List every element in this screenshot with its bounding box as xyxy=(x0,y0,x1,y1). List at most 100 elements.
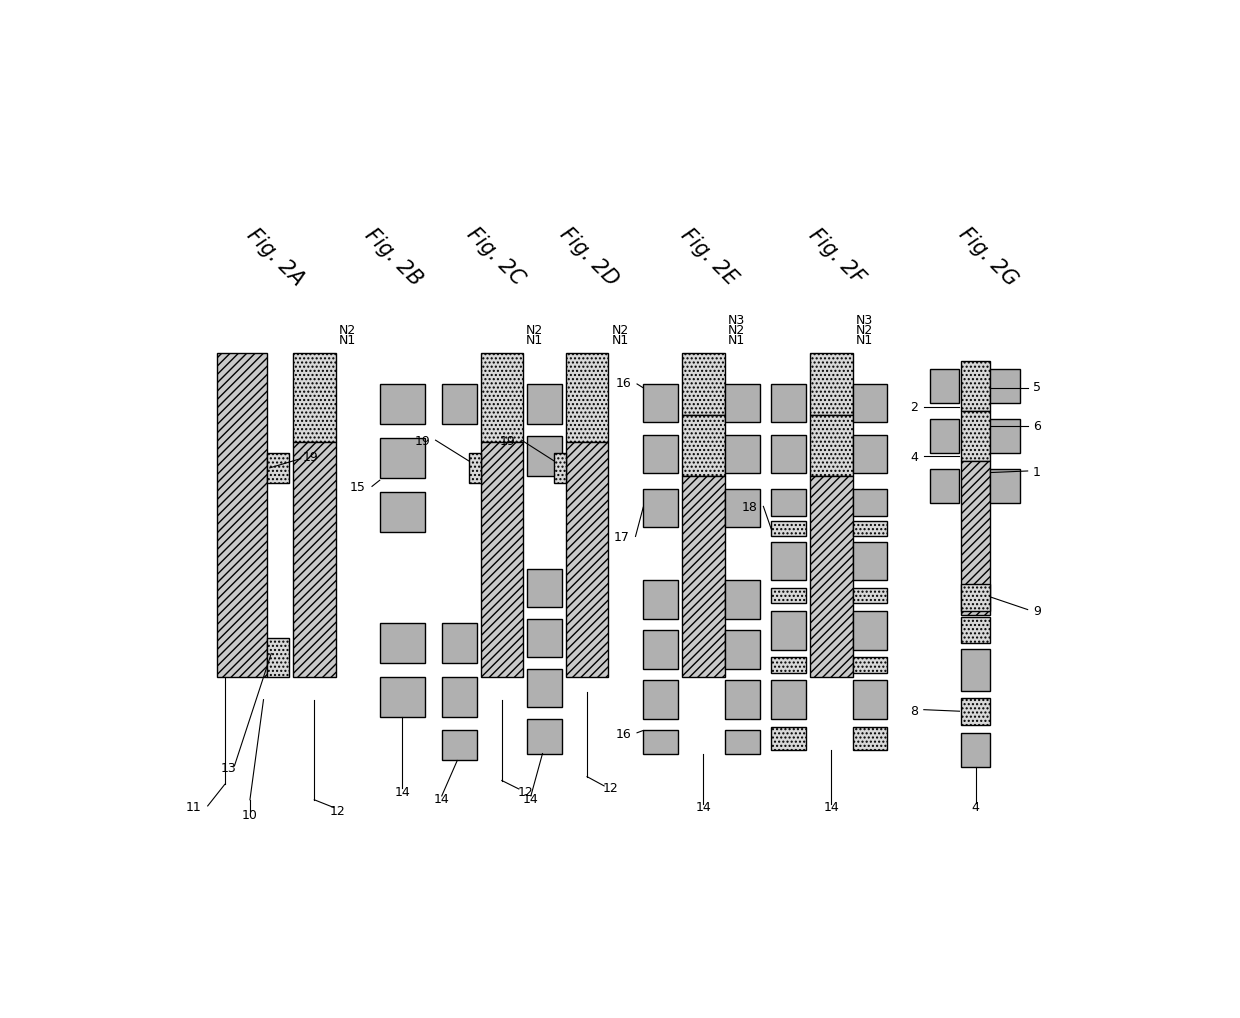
Bar xyxy=(217,353,268,677)
Bar xyxy=(379,492,424,531)
Text: 17: 17 xyxy=(614,531,629,545)
Bar xyxy=(961,360,991,411)
Bar xyxy=(682,414,724,476)
Bar xyxy=(853,542,888,580)
Text: N1: N1 xyxy=(728,334,745,346)
Bar xyxy=(853,588,888,604)
Bar xyxy=(961,698,991,725)
Text: N1: N1 xyxy=(339,334,356,346)
Bar xyxy=(293,353,336,442)
Text: 14: 14 xyxy=(823,801,839,814)
Text: 5: 5 xyxy=(1033,382,1042,394)
Bar xyxy=(771,588,806,604)
Bar xyxy=(930,468,960,503)
Text: 10: 10 xyxy=(242,808,258,822)
Text: 12: 12 xyxy=(603,782,619,795)
Text: 12: 12 xyxy=(330,805,346,817)
Text: 9: 9 xyxy=(1033,605,1040,618)
Text: N2: N2 xyxy=(856,324,873,337)
Text: 4: 4 xyxy=(910,451,919,463)
Bar xyxy=(771,489,806,516)
Bar xyxy=(644,580,678,619)
Text: N1: N1 xyxy=(526,334,543,346)
Text: N2: N2 xyxy=(339,324,356,337)
Text: 19: 19 xyxy=(500,436,516,448)
Bar xyxy=(771,727,806,749)
Text: 14: 14 xyxy=(523,793,538,806)
Bar xyxy=(771,611,806,649)
Text: 14: 14 xyxy=(394,786,410,798)
Bar xyxy=(771,521,806,536)
Bar xyxy=(771,680,806,719)
Bar xyxy=(441,731,476,759)
Bar xyxy=(853,611,888,649)
Bar xyxy=(724,489,759,527)
Text: Fig. 2B: Fig. 2B xyxy=(361,224,427,289)
Bar xyxy=(991,468,1021,503)
Bar xyxy=(293,442,336,677)
Bar xyxy=(527,619,562,658)
Text: N2: N2 xyxy=(728,324,745,337)
Text: Fig. 2E: Fig. 2E xyxy=(677,225,742,289)
Bar xyxy=(771,435,806,473)
Bar xyxy=(853,435,888,473)
Text: 15: 15 xyxy=(350,482,366,495)
Bar xyxy=(961,617,991,643)
Text: 18: 18 xyxy=(742,501,758,514)
Bar xyxy=(441,677,476,717)
Bar xyxy=(644,731,678,753)
Bar xyxy=(961,411,991,461)
Bar xyxy=(682,353,724,414)
Bar xyxy=(682,476,724,677)
Text: 8: 8 xyxy=(910,704,919,718)
Bar xyxy=(724,384,759,422)
Bar xyxy=(771,384,806,422)
Text: Fig. 2C: Fig. 2C xyxy=(464,224,528,289)
Text: N1: N1 xyxy=(611,334,629,346)
Bar xyxy=(268,453,289,483)
Bar xyxy=(527,437,562,476)
Text: 4: 4 xyxy=(972,801,980,814)
Text: 16: 16 xyxy=(616,728,631,741)
Text: 11: 11 xyxy=(186,801,201,814)
Bar xyxy=(527,384,562,425)
Bar xyxy=(481,442,523,677)
Bar xyxy=(930,369,960,403)
Bar xyxy=(930,418,960,453)
Text: 14: 14 xyxy=(696,801,712,814)
Bar xyxy=(565,353,609,442)
Bar xyxy=(379,623,424,663)
Text: Fig. 2D: Fig. 2D xyxy=(556,224,622,290)
Bar xyxy=(961,461,991,615)
Bar xyxy=(379,677,424,717)
Bar xyxy=(481,353,523,442)
Bar xyxy=(853,489,888,516)
Text: Fig. 2F: Fig. 2F xyxy=(805,225,869,288)
Bar xyxy=(961,733,991,768)
Text: 16: 16 xyxy=(616,378,631,391)
Bar xyxy=(724,680,759,719)
Bar xyxy=(527,569,562,608)
Bar xyxy=(379,438,424,477)
Text: 6: 6 xyxy=(1033,419,1040,433)
Bar xyxy=(853,384,888,422)
Bar xyxy=(810,476,853,677)
Bar xyxy=(644,630,678,669)
Bar xyxy=(379,384,424,425)
Bar xyxy=(724,580,759,619)
Text: N3: N3 xyxy=(728,314,745,327)
Text: N2: N2 xyxy=(611,324,629,337)
Bar xyxy=(644,384,678,422)
Text: 12: 12 xyxy=(517,786,533,798)
Bar xyxy=(441,384,476,425)
Bar xyxy=(991,369,1021,403)
Bar xyxy=(268,638,289,677)
Text: 19: 19 xyxy=(303,451,319,463)
Bar xyxy=(565,442,609,677)
Bar xyxy=(961,584,991,611)
Bar xyxy=(810,414,853,476)
Text: 13: 13 xyxy=(221,762,236,776)
Bar xyxy=(961,648,991,691)
Bar xyxy=(771,542,806,580)
Bar xyxy=(810,353,853,414)
